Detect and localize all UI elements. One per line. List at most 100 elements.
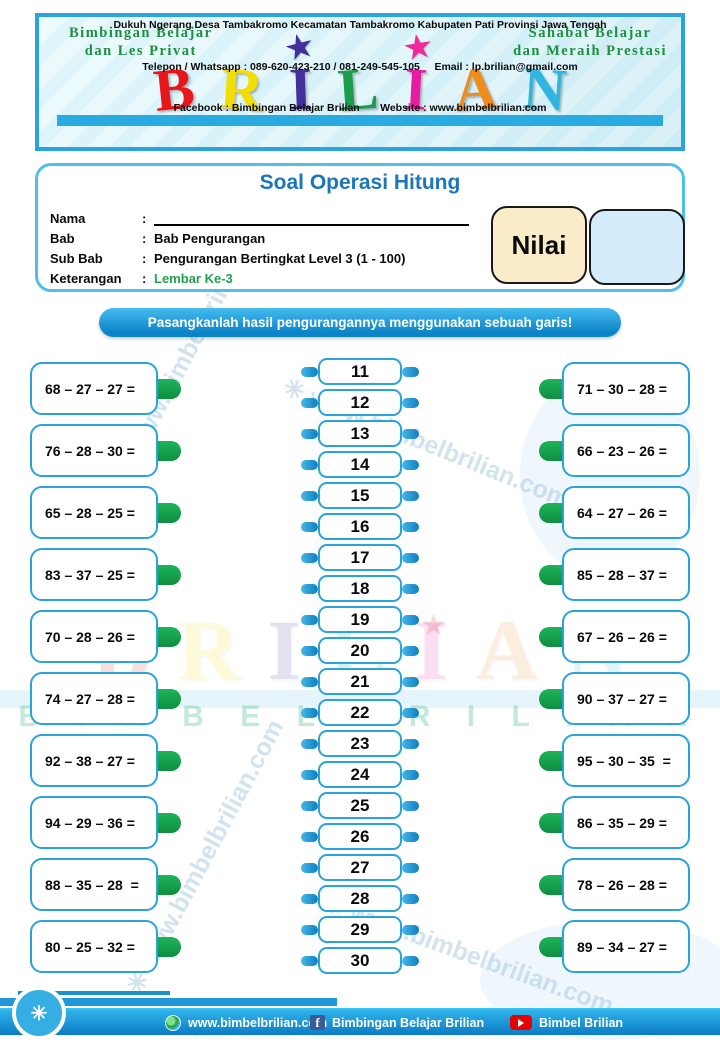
footer-website-link[interactable]: www.bimbelbrilian.com — [165, 1010, 327, 1035]
connector-tab[interactable] — [301, 707, 318, 718]
connector-tab[interactable] — [301, 428, 318, 439]
connector-tab[interactable] — [402, 366, 419, 377]
score-entry-box[interactable] — [589, 209, 685, 285]
answer-card[interactable]: 23 — [301, 730, 419, 757]
connector-tab[interactable] — [301, 924, 318, 935]
connector-tab[interactable] — [301, 459, 318, 470]
connector-tab[interactable] — [301, 366, 318, 377]
connector-tab[interactable] — [301, 831, 318, 842]
answer-card[interactable]: 22 — [301, 699, 419, 726]
answer-card[interactable]: 17 — [301, 544, 419, 571]
connector-tab[interactable] — [539, 874, 562, 895]
connector-tab[interactable] — [301, 893, 318, 904]
connector-tab[interactable] — [539, 936, 562, 957]
problem-card[interactable]: 89 – 34 – 27 = — [539, 920, 690, 973]
connector-tab[interactable] — [158, 812, 181, 833]
answer-card[interactable]: 28 — [301, 885, 419, 912]
connector-tab[interactable] — [402, 924, 419, 935]
connector-tab[interactable] — [158, 626, 181, 647]
connector-tab[interactable] — [301, 645, 318, 656]
problem-card[interactable]: 76 – 28 – 30 = — [30, 424, 181, 477]
connector-tab[interactable] — [301, 769, 318, 780]
connector-tab[interactable] — [539, 626, 562, 647]
connector-tab[interactable] — [301, 397, 318, 408]
problem-card[interactable]: 88 – 35 – 28 = — [30, 858, 181, 911]
problem-card[interactable]: 86 – 35 – 29 = — [539, 796, 690, 849]
connector-tab[interactable] — [158, 502, 181, 523]
connector-tab[interactable] — [402, 955, 419, 966]
problem-card[interactable]: 94 – 29 – 36 = — [30, 796, 181, 849]
connector-tab[interactable] — [158, 378, 181, 399]
footer-youtube-link[interactable]: Bimbel Brilian — [510, 1010, 623, 1035]
connector-tab[interactable] — [402, 862, 419, 873]
connector-tab[interactable] — [402, 676, 419, 687]
answer-card[interactable]: 29 — [301, 916, 419, 943]
problem-card[interactable]: 90 – 37 – 27 = — [539, 672, 690, 725]
problem-card[interactable]: 80 – 25 – 32 = — [30, 920, 181, 973]
connector-tab[interactable] — [539, 378, 562, 399]
problem-card[interactable]: 66 – 23 – 26 = — [539, 424, 690, 477]
connector-tab[interactable] — [402, 645, 419, 656]
connector-tab[interactable] — [301, 490, 318, 501]
answer-card[interactable]: 21 — [301, 668, 419, 695]
connector-tab[interactable] — [402, 459, 419, 470]
answer-card[interactable]: 11 — [301, 358, 419, 385]
connector-tab[interactable] — [402, 583, 419, 594]
answer-card[interactable]: 19 — [301, 606, 419, 633]
problem-card[interactable]: 71 – 30 – 28 = — [539, 362, 690, 415]
connector-tab[interactable] — [301, 614, 318, 625]
footer-facebook-link[interactable]: f Bimbingan Belajar Brilian — [310, 1010, 484, 1035]
answer-card[interactable]: 25 — [301, 792, 419, 819]
connector-tab[interactable] — [402, 893, 419, 904]
connector-tab[interactable] — [402, 769, 419, 780]
answer-card[interactable]: 15 — [301, 482, 419, 509]
answer-card[interactable]: 20 — [301, 637, 419, 664]
answer-card[interactable]: 12 — [301, 389, 419, 416]
problem-card[interactable]: 78 – 26 – 28 = — [539, 858, 690, 911]
problem-card[interactable]: 74 – 27 – 28 = — [30, 672, 181, 725]
connector-tab[interactable] — [539, 812, 562, 833]
connector-tab[interactable] — [539, 440, 562, 461]
connector-tab[interactable] — [402, 800, 419, 811]
problem-card[interactable]: 64 – 27 – 26 = — [539, 486, 690, 539]
problem-card[interactable]: 85 – 28 – 37 = — [539, 548, 690, 601]
connector-tab[interactable] — [402, 397, 419, 408]
connector-tab[interactable] — [402, 614, 419, 625]
problem-card[interactable]: 68 – 27 – 27 = — [30, 362, 181, 415]
answer-card[interactable]: 13 — [301, 420, 419, 447]
connector-tab[interactable] — [158, 750, 181, 771]
connector-tab[interactable] — [301, 955, 318, 966]
answer-card[interactable]: 14 — [301, 451, 419, 478]
connector-tab[interactable] — [539, 564, 562, 585]
connector-tab[interactable] — [301, 800, 318, 811]
problem-card[interactable]: 70 – 28 – 26 = — [30, 610, 181, 663]
answer-card[interactable]: 30 — [301, 947, 419, 974]
connector-tab[interactable] — [539, 502, 562, 523]
connector-tab[interactable] — [402, 738, 419, 749]
connector-tab[interactable] — [301, 862, 318, 873]
connector-tab[interactable] — [539, 688, 562, 709]
connector-tab[interactable] — [158, 936, 181, 957]
problem-card[interactable]: 92 – 38 – 27 = — [30, 734, 181, 787]
connector-tab[interactable] — [402, 490, 419, 501]
answer-card[interactable]: 27 — [301, 854, 419, 881]
answer-card[interactable]: 16 — [301, 513, 419, 540]
connector-tab[interactable] — [158, 440, 181, 461]
problem-card[interactable]: 65 – 28 – 25 = — [30, 486, 181, 539]
problem-card[interactable]: 67 – 26 – 26 = — [539, 610, 690, 663]
connector-tab[interactable] — [402, 707, 419, 718]
connector-tab[interactable] — [301, 676, 318, 687]
connector-tab[interactable] — [402, 428, 419, 439]
connector-tab[interactable] — [301, 521, 318, 532]
connector-tab[interactable] — [402, 521, 419, 532]
answer-card[interactable]: 24 — [301, 761, 419, 788]
connector-tab[interactable] — [158, 564, 181, 585]
nama-fill-in-line[interactable] — [154, 211, 469, 226]
answer-card[interactable]: 26 — [301, 823, 419, 850]
problem-card[interactable]: 83 – 37 – 25 = — [30, 548, 181, 601]
connector-tab[interactable] — [539, 750, 562, 771]
connector-tab[interactable] — [301, 552, 318, 563]
connector-tab[interactable] — [301, 583, 318, 594]
connector-tab[interactable] — [158, 874, 181, 895]
connector-tab[interactable] — [402, 552, 419, 563]
